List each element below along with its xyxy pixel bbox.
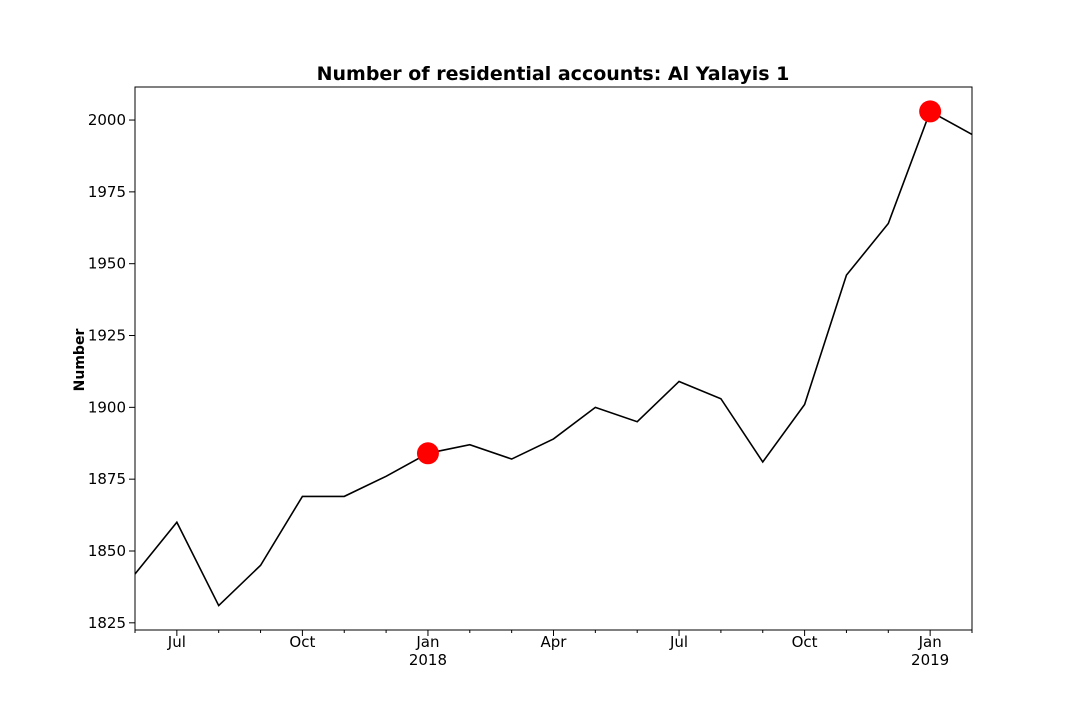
x-tick-label: Jan [415,633,439,651]
x-tick-label: Oct [792,633,818,651]
x-tick-label: Oct [289,633,315,651]
x-tick-label: Apr [541,633,568,651]
y-axis-ticks: 1825 1850 1875 1900 1925 1950 1975 2000 [88,111,135,632]
plot-frame [134,86,973,631]
y-tick-label: 1825 [88,614,126,632]
highlight-marker [919,100,942,123]
y-tick-label: 1925 [88,327,126,345]
y-tick-label: 1975 [88,183,126,201]
y-tick-label: 1850 [88,542,126,560]
y-axis-label: Number [72,329,88,392]
y-tick-label: 2000 [88,111,126,129]
series-layer [134,110,973,607]
y-tick-label: 1950 [88,255,126,273]
x-tick-year-label: 2019 [911,651,949,669]
highlight-markers [416,100,942,465]
series-line [134,110,973,607]
y-tick-label: 1875 [88,470,126,488]
x-tick-label: Jan [918,633,942,651]
y-tick-label: 1900 [88,398,126,416]
highlight-marker [416,442,439,465]
x-tick-label: Jul [167,633,186,651]
chart-title: Number of residential accounts: Al Yalay… [317,63,790,85]
x-tick-year-label: 2018 [409,651,447,669]
x-tick-label: Jul [669,633,688,651]
